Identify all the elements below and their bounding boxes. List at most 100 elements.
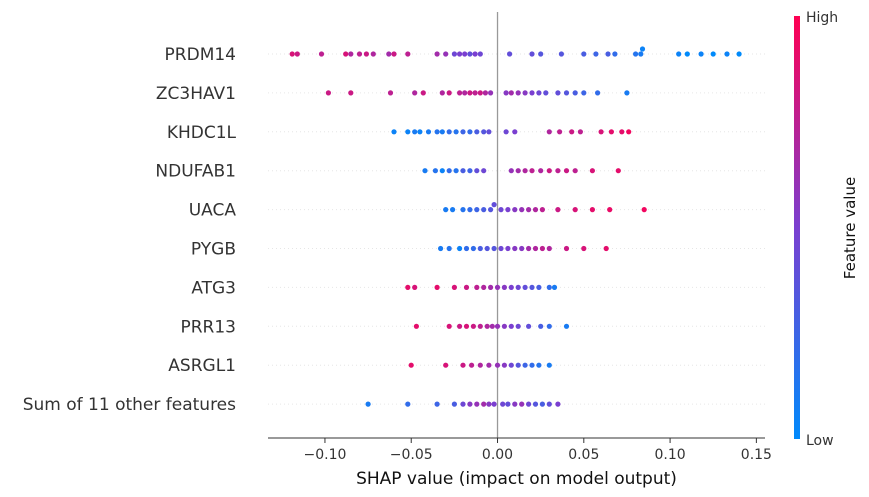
shap-point bbox=[391, 129, 397, 135]
shap-point bbox=[412, 284, 418, 290]
shap-point bbox=[412, 129, 418, 135]
feature-label: ASRGL1 bbox=[168, 356, 236, 376]
feature-label: PYGB bbox=[191, 240, 236, 260]
shap-point bbox=[434, 129, 440, 135]
shap-point bbox=[505, 245, 511, 252]
shap-point bbox=[558, 51, 565, 57]
shap-point bbox=[519, 245, 525, 252]
shap-point bbox=[522, 284, 528, 290]
shap-point bbox=[446, 245, 452, 252]
shap-point bbox=[546, 168, 552, 174]
shap-point bbox=[318, 51, 325, 57]
shap-point bbox=[491, 245, 497, 252]
shap-point bbox=[488, 90, 494, 96]
shap-point bbox=[557, 129, 563, 135]
shap-point bbox=[536, 90, 542, 96]
shap-point bbox=[391, 51, 397, 57]
shap-point bbox=[498, 207, 504, 213]
data-points bbox=[289, 46, 742, 407]
shap-point bbox=[529, 90, 535, 96]
feature-label: ATG3 bbox=[191, 278, 236, 298]
shap-point bbox=[615, 168, 621, 174]
shap-point bbox=[512, 207, 518, 213]
shap-point bbox=[486, 401, 492, 407]
shap-point bbox=[626, 129, 632, 135]
shap-point bbox=[434, 401, 440, 407]
x-tick-label: 0.15 bbox=[741, 447, 772, 463]
shap-point bbox=[457, 323, 463, 329]
shap-point bbox=[488, 284, 494, 290]
shap-point bbox=[638, 51, 644, 57]
shap-point bbox=[343, 51, 349, 57]
shap-point bbox=[555, 90, 561, 96]
colorbar-title: Feature value bbox=[841, 177, 859, 279]
shap-point bbox=[405, 51, 411, 57]
shap-point bbox=[467, 207, 473, 213]
shap-point bbox=[434, 51, 440, 57]
shap-point bbox=[546, 362, 552, 368]
shap-point bbox=[451, 51, 457, 57]
shap-point bbox=[469, 362, 475, 368]
shap-point bbox=[467, 168, 473, 174]
shap-point bbox=[451, 284, 457, 290]
shap-point bbox=[446, 323, 452, 329]
shap-point bbox=[405, 401, 411, 407]
shap-point bbox=[684, 51, 690, 57]
shap-point bbox=[460, 401, 466, 407]
shap-point bbox=[546, 129, 552, 135]
x-tick-label: 0.00 bbox=[482, 447, 513, 463]
shap-point bbox=[463, 245, 470, 252]
shap-point bbox=[446, 129, 452, 135]
shap-point bbox=[477, 362, 483, 368]
shap-point bbox=[607, 207, 613, 213]
shap-point bbox=[546, 245, 552, 252]
shap-point bbox=[491, 401, 497, 407]
shap-point bbox=[505, 401, 511, 407]
shap-point bbox=[608, 129, 615, 135]
shap-point bbox=[569, 129, 575, 135]
shap-point bbox=[434, 284, 440, 290]
shap-point bbox=[472, 90, 478, 96]
shap-point bbox=[526, 207, 532, 213]
shap-point bbox=[507, 51, 513, 57]
shap-point bbox=[532, 207, 539, 213]
shap-point bbox=[474, 168, 480, 174]
shap-point bbox=[724, 51, 730, 57]
shap-point bbox=[555, 401, 561, 407]
shap-point bbox=[526, 245, 532, 252]
shap-point bbox=[294, 51, 300, 57]
shap-point bbox=[503, 90, 509, 96]
x-axis-ticks: −0.10 −0.05 0.00 0.05 0.10 0.15 bbox=[303, 438, 772, 463]
shap-point bbox=[710, 51, 716, 57]
shap-point bbox=[443, 51, 449, 57]
shap-point bbox=[408, 362, 414, 368]
shap-point bbox=[508, 284, 514, 290]
shap-point bbox=[460, 362, 466, 368]
shap-point bbox=[481, 129, 487, 135]
shap-point bbox=[736, 51, 742, 57]
shap-point bbox=[563, 168, 570, 174]
shap-point bbox=[508, 323, 514, 329]
shap-point bbox=[603, 245, 609, 252]
shap-point bbox=[501, 362, 507, 368]
shap-point bbox=[595, 90, 601, 96]
feature-labels: PRDM14 ZC3HAV1 KHDC1L NDUFAB1 UACA PYGB ATG3 PR… bbox=[23, 45, 237, 415]
shap-point bbox=[519, 401, 525, 407]
shap-point bbox=[698, 51, 704, 57]
shap-point bbox=[486, 129, 492, 135]
shap-point bbox=[526, 323, 532, 329]
shap-point bbox=[446, 90, 452, 96]
shap-point bbox=[624, 90, 630, 96]
shap-point bbox=[538, 51, 544, 57]
shap-point bbox=[572, 90, 578, 96]
shap-point bbox=[508, 90, 514, 96]
shap-point bbox=[532, 245, 539, 252]
shap-point bbox=[546, 401, 552, 407]
shap-point bbox=[387, 90, 394, 96]
shap-point bbox=[555, 207, 561, 213]
shap-point bbox=[348, 51, 354, 57]
shap-point bbox=[551, 284, 558, 290]
shap-point bbox=[474, 401, 480, 407]
shap-point bbox=[486, 362, 492, 368]
